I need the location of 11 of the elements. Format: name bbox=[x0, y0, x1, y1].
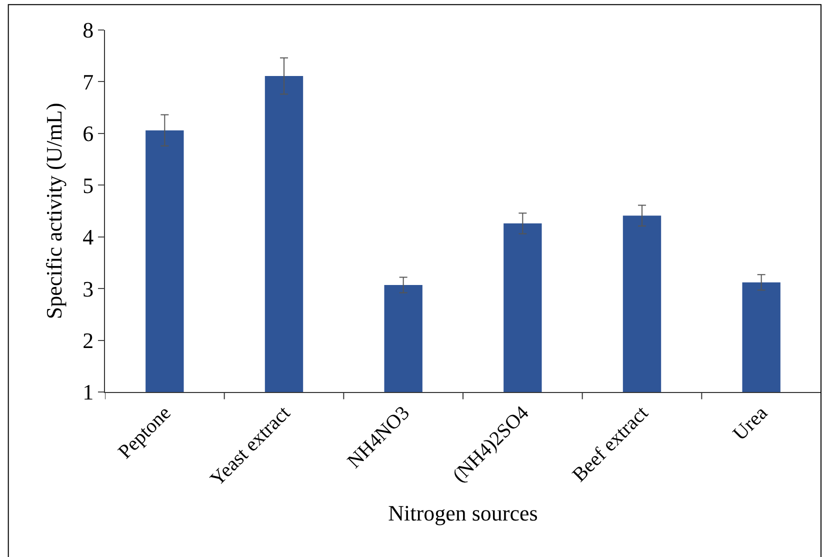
x-tick-label: Urea bbox=[728, 402, 772, 446]
y-tick-label: 7 bbox=[82, 69, 94, 94]
y-tick-label: 2 bbox=[82, 328, 94, 353]
y-tick-label: 5 bbox=[82, 172, 94, 198]
y-tick-label: 3 bbox=[82, 276, 94, 302]
x-axis-title: Nitrogen sources bbox=[388, 500, 538, 526]
y-tick-label: 8 bbox=[82, 18, 94, 43]
y-tick-label: 6 bbox=[82, 121, 94, 146]
y-tick-label: 4 bbox=[82, 224, 94, 250]
y-tick-label: 1 bbox=[82, 380, 94, 405]
y-axis-title: Specific activity (U/mL) bbox=[41, 102, 66, 320]
